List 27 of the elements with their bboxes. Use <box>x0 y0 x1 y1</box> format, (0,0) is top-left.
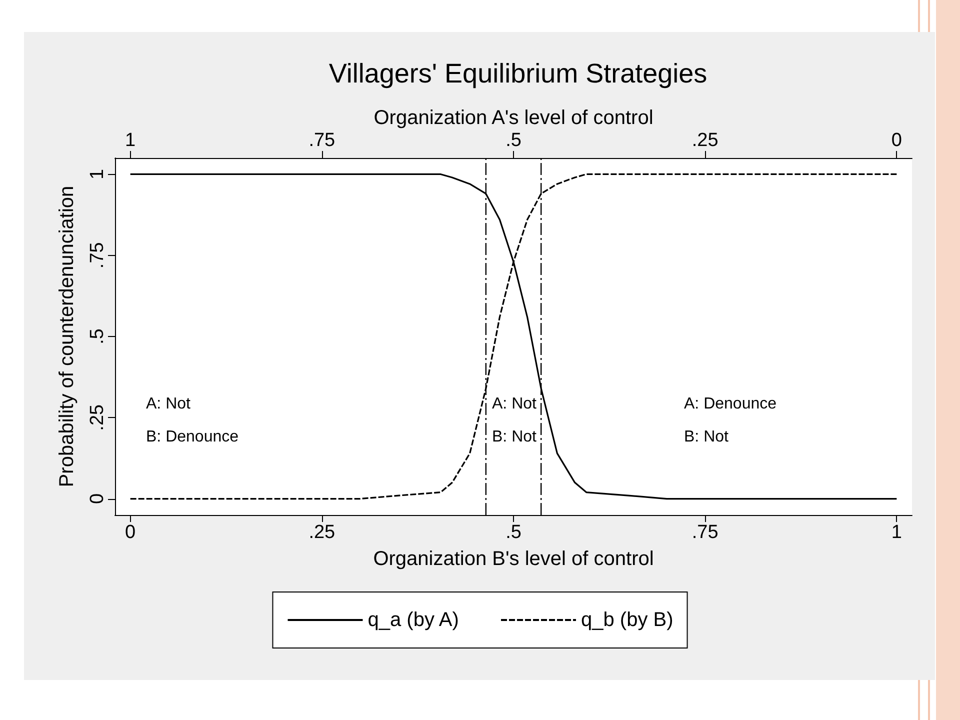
x2-tick-label: 1 <box>125 130 136 151</box>
x2-tick-label: .25 <box>692 130 718 151</box>
x2-axis-title: Organization A's level of control <box>374 107 654 129</box>
x-tick-label: 0 <box>125 522 136 543</box>
annotation: B: Denounce <box>146 428 239 446</box>
x-axis-title: Organization B's level of control <box>373 548 654 570</box>
annotation: B: Not <box>684 428 730 446</box>
annotation: A: Not <box>146 396 192 412</box>
legend-label: q_b (by B) <box>581 609 674 631</box>
x2-tick-label: .5 <box>506 130 522 151</box>
y-tick-label: 0 <box>87 493 108 504</box>
x2-tick-label: .75 <box>308 130 336 151</box>
x-tick-label: .75 <box>692 522 718 543</box>
annotation: A: Not <box>492 396 538 412</box>
chart-title: Villagers' Equilibrium Strategies <box>328 58 708 88</box>
legend-label: q_a (by A) <box>368 609 459 631</box>
y-axis-title: Probability of counterdenunciation <box>56 186 78 488</box>
x-tick-label: .5 <box>506 522 522 543</box>
x-tick-label: 1 <box>891 522 902 543</box>
annotation: B: Not <box>492 428 538 446</box>
x-tick-label: .25 <box>308 522 336 543</box>
y-tick-label: .5 <box>87 328 108 344</box>
annotation: A: Denounce <box>684 396 777 412</box>
y-tick-label: .75 <box>87 242 108 269</box>
x2-tick-label: 0 <box>891 130 902 151</box>
y-tick-label: 1 <box>87 168 108 180</box>
y-tick-label: .25 <box>87 404 108 431</box>
